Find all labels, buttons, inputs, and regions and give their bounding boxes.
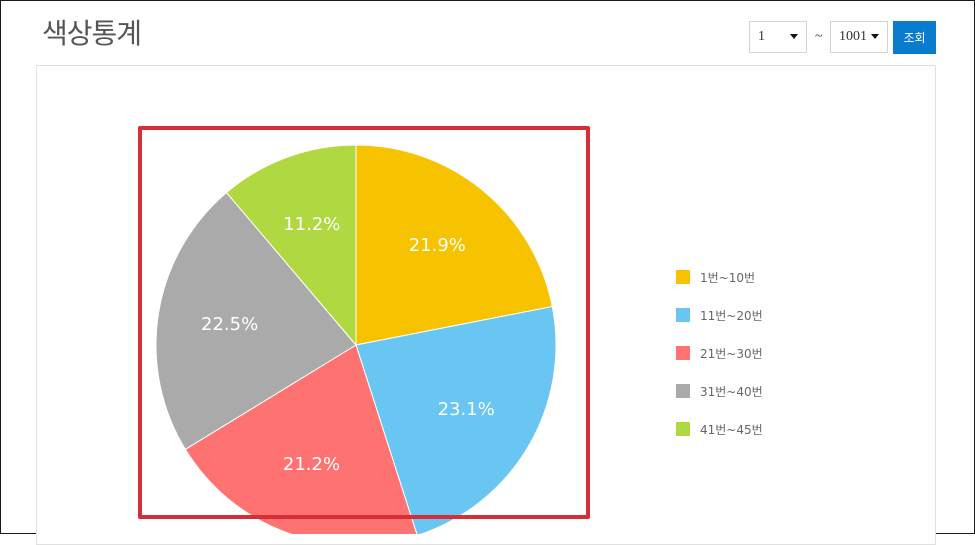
range-end-select[interactable]: 1001 (830, 21, 888, 53)
page-title: 색상통계 (42, 17, 142, 50)
dropdown-arrow-icon (871, 34, 879, 39)
legend-label: 1번~10번 (700, 271, 756, 285)
range-separator: ~ (815, 29, 823, 44)
legend-label: 21번~30번 (700, 347, 763, 361)
slice-value-label: 11.2% (283, 214, 340, 235)
legend-swatch (676, 384, 690, 398)
legend-label: 11번~20번 (700, 309, 763, 323)
slice-value-label: 21.2% (283, 454, 340, 475)
pie-slice (355, 305, 557, 534)
slice-value-label: 22.5% (201, 314, 258, 335)
slice-value-label: 21.9% (409, 235, 466, 256)
slice-value-label: 23.1% (438, 399, 495, 420)
highlight-box (138, 126, 590, 519)
search-button[interactable]: 조회 (893, 21, 936, 54)
legend-swatch (676, 270, 690, 284)
range-start-select[interactable]: 1 (749, 21, 807, 53)
pie-slice (225, 144, 357, 347)
legend-swatch (676, 422, 690, 436)
pie-slice (184, 344, 418, 534)
legend-label: 41번~45번 (700, 423, 763, 437)
range-end-value: 1001 (839, 29, 867, 44)
legend-label: 31번~40번 (700, 385, 763, 399)
pie-chart: 21.9% 23.1% 21.2% 22.5% 11.2% (155, 144, 557, 534)
legend-swatch (676, 346, 690, 360)
range-start-value: 1 (758, 29, 765, 44)
legend-swatch (676, 308, 690, 322)
dropdown-arrow-icon (790, 34, 798, 39)
pie-slice (355, 144, 553, 346)
pie-slice (155, 191, 357, 451)
